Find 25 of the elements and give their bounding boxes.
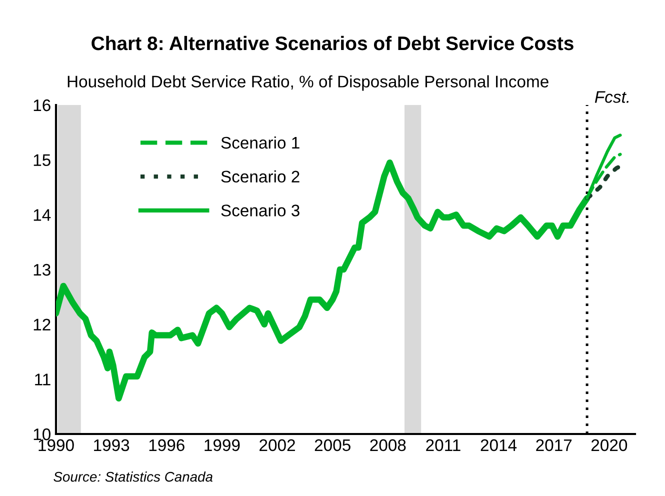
x-tick-label: 1993 <box>94 439 130 452</box>
x-tick-label: 2017 <box>536 439 572 452</box>
x-tick-label: 2014 <box>480 439 517 452</box>
x-tick-label: 1999 <box>204 439 240 452</box>
legend-label: Scenario 1 <box>221 136 300 149</box>
legend-label: Scenario 3 <box>221 204 300 216</box>
chart-title: Chart 8: Alternative Scenarios of Debt Service Costs <box>92 36 574 50</box>
y-tick-label: 16 <box>34 99 50 112</box>
x-tick-label: 2011 <box>426 439 460 452</box>
x-tick-label: 2020 <box>591 439 628 452</box>
legend-label: Scenario 2 <box>221 170 300 183</box>
x-tick-label: 2002 <box>260 439 295 452</box>
chart-subtitle: Household Debt Service Ratio, % of Disposable Personal Income <box>68 75 548 91</box>
x-tick-label: 1996 <box>149 439 184 452</box>
source-note: Source: Statistics Canada <box>54 472 213 482</box>
y-tick-label: 10 <box>34 428 50 440</box>
x-tick-label: 1990 <box>38 439 74 452</box>
x-tick-label: 2005 <box>314 439 350 452</box>
y-tick-label: 11 <box>35 374 50 386</box>
y-tick-label: 15 <box>34 154 50 166</box>
y-tick-label: 13 <box>34 264 50 276</box>
y-tick-label: 14 <box>34 209 51 221</box>
ref-line-label: Fcst. <box>594 91 628 103</box>
x-tick-label: 2008 <box>370 439 406 452</box>
y-tick-label: 12 <box>34 318 50 330</box>
